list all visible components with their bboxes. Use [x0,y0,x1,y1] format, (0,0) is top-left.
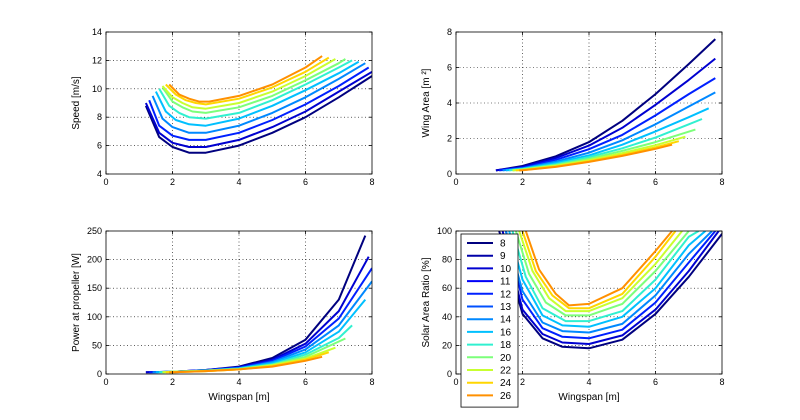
speed-series-8 [144,75,372,154]
power-xtick-label: 6 [303,377,308,387]
speed-xtick-label: 4 [236,177,241,187]
wing-area-subplot: 0 2 4 6 8 0 2 4 6 8 Wing Area [m ²] [421,27,725,187]
power-subplot: 0 2 4 6 8 0 50 100 150 200 250 Power at propeller [… [71,226,375,403]
speed-series-26 [168,55,323,103]
solar-xtick-label: 6 [653,377,658,387]
area-ytick-label: 4 [447,98,452,108]
legend-label-8: 8 [500,239,506,250]
legend-label-14: 14 [500,315,512,326]
power-ytick-label: 200 [87,255,102,265]
power-ytick-label: 150 [87,283,102,293]
speed-series-14 [151,62,366,134]
solar-ylabel: Solar Area Ratio [%] [421,257,432,347]
power-ytick-label: 100 [87,312,102,322]
area-ylabel: Wing Area [m ²] [421,68,432,137]
solar-ytick-label: 40 [442,312,452,322]
speed-series-18 [158,59,353,120]
solar-series-10 [501,231,720,345]
power-ytick-label: 0 [97,369,102,379]
solar-series-22 [518,231,683,313]
legend-label-22: 22 [500,366,512,377]
speed-series-16 [155,60,360,127]
power-xtick-label: 0 [103,377,108,387]
solar-ytick-label: 100 [437,226,452,236]
area-xtick-label: 2 [520,177,525,187]
solar-series-12 [504,231,717,340]
power-xtick-label: 2 [170,377,175,387]
solar-series-8 [498,231,722,350]
solar-series-24 [521,231,677,310]
legend-label-24: 24 [500,378,512,389]
speed-xtick-label: 0 [103,177,108,187]
solar-xtick-label: 4 [586,377,591,387]
speed-xtick-label: 8 [369,177,374,187]
speed-xtick-label: 6 [303,177,308,187]
speed-ytick-label: 10 [92,84,102,94]
speed-ytick-label: 6 [97,141,102,151]
solar-series-14 [504,231,713,334]
area-series-26 [519,143,673,172]
speed-subplot: 0 2 4 6 8 4 6 8 10 12 14 Speed [m/s] [71,27,375,187]
power-ytick-label: 50 [92,340,102,350]
speed-series-20 [161,58,346,114]
legend-label-18: 18 [500,340,512,351]
power-ylabel: Power at propeller [W] [71,253,82,352]
area-series-10 [495,57,716,172]
power-xtick-label: 8 [369,377,374,387]
solar-series-20 [514,231,690,317]
speed-ytick-label: 14 [92,27,102,37]
legend-label-9: 9 [500,251,506,262]
speed-series-24 [165,56,330,106]
solar-ytick-label: 80 [442,255,452,265]
legend-box [460,233,519,408]
area-xtick-label: 0 [453,177,458,187]
area-ytick-label: 8 [447,27,452,37]
speed-series-22 [161,58,336,110]
speed-series-12 [148,66,370,141]
solar-xtick-label: 8 [719,377,724,387]
legend-label-11: 11 [500,277,511,288]
power-xtick-label: 4 [236,377,241,387]
area-ytick-label: 2 [447,134,452,144]
area-xtick-label: 8 [719,177,724,187]
power-ytick-label: 250 [87,226,102,236]
speed-ylabel: Speed [m/s] [71,76,82,130]
solar-series-16 [508,231,707,328]
solar-ytick-label: 0 [447,369,452,379]
legend-label-10: 10 [500,264,512,275]
solar-ytick-label: 20 [442,340,452,350]
solar-xtick-label: 2 [520,377,525,387]
solar-xtick-label: 0 [453,377,458,387]
speed-ytick-label: 8 [97,112,102,122]
speed-ytick-label: 12 [92,55,102,65]
speed-series-10 [144,70,372,148]
legend-label-13: 13 [500,302,512,313]
legend-label-26: 26 [500,391,512,402]
solar-series-18 [511,231,700,323]
solar-series-26 [524,231,673,307]
area-xtick-label: 4 [586,177,591,187]
area-ytick-label: 6 [447,63,452,73]
solar-ytick-label: 60 [442,283,452,293]
area-ytick-label: 0 [447,169,452,179]
legend-label-16: 16 [500,327,512,338]
solar-xlabel: Wingspan [m] [558,392,619,403]
power-xlabel: Wingspan [m] [208,392,269,403]
area-xtick-label: 6 [653,177,658,187]
legend-label-20: 20 [500,353,512,364]
legend-label-12: 12 [500,289,512,300]
speed-xtick-label: 2 [170,177,175,187]
speed-ytick-label: 4 [97,169,102,179]
